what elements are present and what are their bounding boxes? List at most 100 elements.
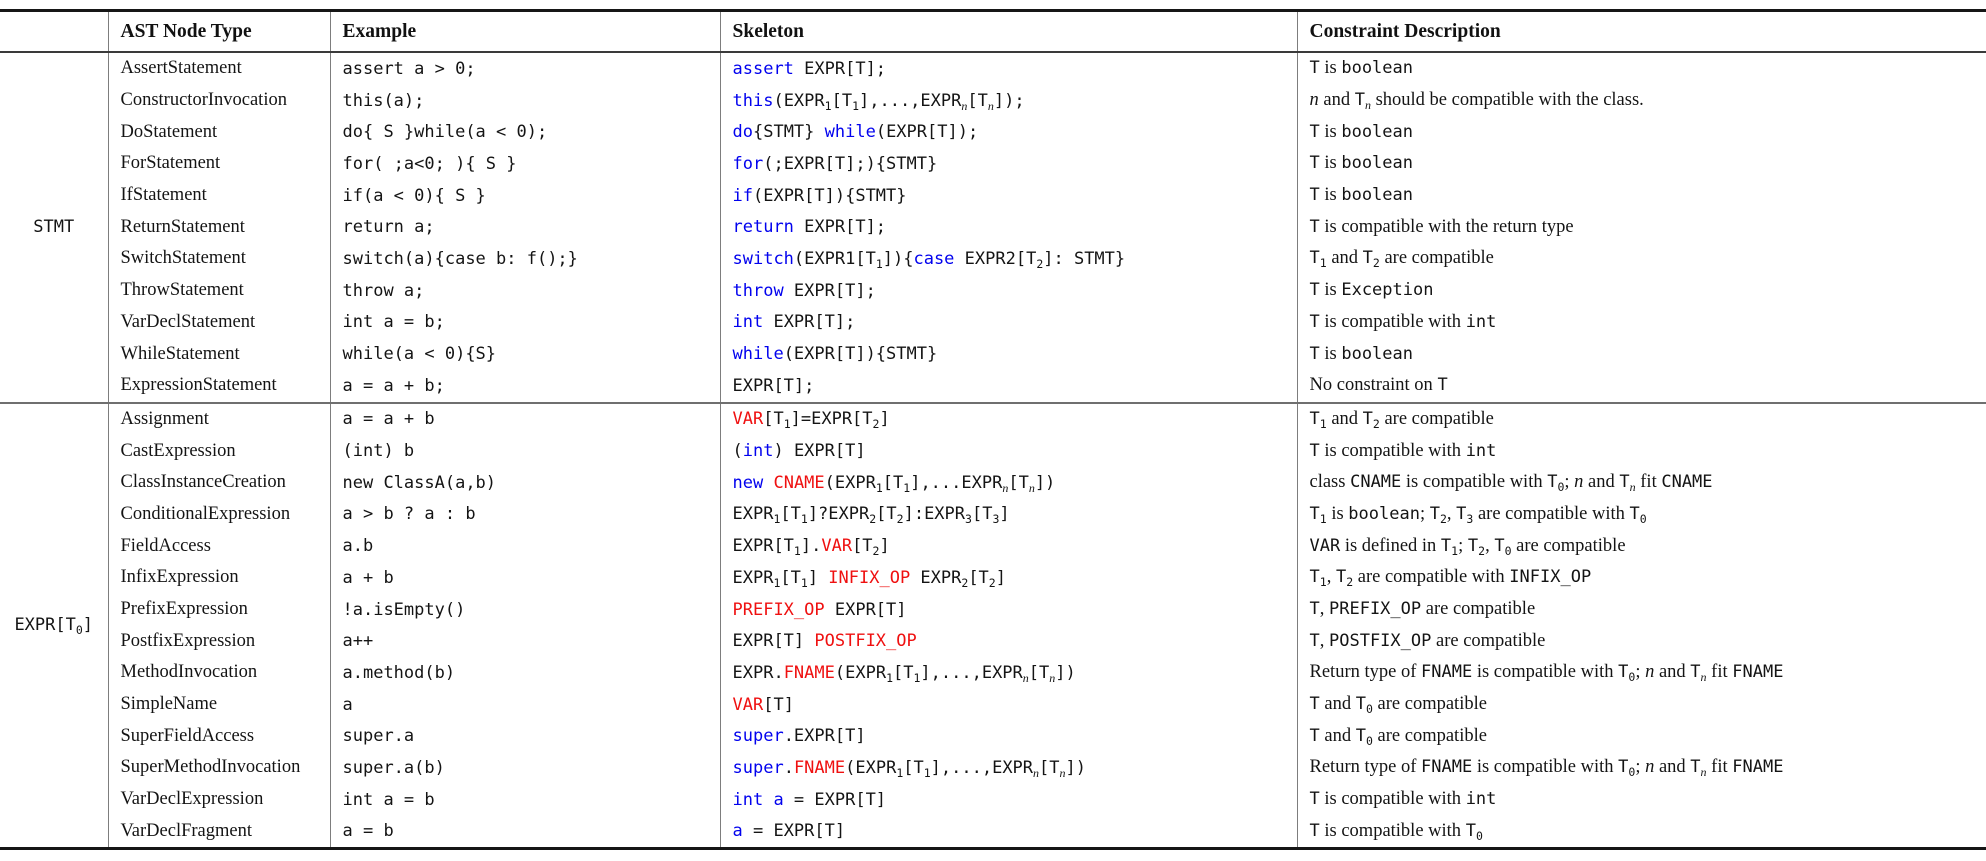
example-cell: int a = b; <box>329 306 720 339</box>
header-constraint-description: Constraint Description <box>1296 10 1986 53</box>
skeleton-cell: int a = EXPR[T] <box>719 783 1297 816</box>
ast-node-type-cell: ClassInstanceCreation <box>107 466 330 499</box>
skeleton-cell: (int) EXPR[T] <box>719 435 1297 467</box>
example-cell: assert a > 0; <box>329 52 720 85</box>
skeleton-cell: EXPR[T] POSTFIX_OP <box>719 625 1297 658</box>
group-label: EXPR[T0] <box>14 615 94 638</box>
ast-node-type-cell: ConstructorInvocation <box>107 84 330 117</box>
example-cell: this(a); <box>329 84 720 117</box>
skeleton-cell: do{STMT} while(EXPR[T]); <box>719 116 1297 149</box>
ast-node-type-cell: VarDeclStatement <box>107 306 330 339</box>
ast-node-type-cell: AssertStatement <box>107 52 330 85</box>
ast-node-type-cell: InfixExpression <box>107 562 330 594</box>
table-row: InfixExpression a + b EXPR1[T1] INFIX_OP E… <box>0 562 1986 594</box>
table-row: VarDeclStatement int a = b; int EXPR[T]; T … <box>0 306 1986 339</box>
header-ast-node-type: AST Node Type <box>107 10 330 53</box>
header-example: Example <box>329 10 720 53</box>
header-skeleton: Skeleton <box>719 10 1297 53</box>
example-cell: switch(a){case b: f();} <box>329 243 720 275</box>
ast-node-type-cell: Assignment <box>107 402 330 436</box>
skeleton-cell: EXPR[T1].VAR[T2] <box>719 530 1297 562</box>
table-row: ConstructorInvocation this(a); this(EXPR1[… <box>0 84 1986 117</box>
skeleton-cell: this(EXPR1[T1],...,EXPRn[Tn]); <box>719 84 1297 117</box>
ast-node-type-cell: PostfixExpression <box>107 625 330 658</box>
skeleton-cell: super.EXPR[T] <box>719 720 1297 753</box>
constraint-cell: n and Tn should be compatible with the c… <box>1296 84 1986 117</box>
example-cell: if(a < 0){ S } <box>329 179 720 212</box>
constraint-cell: class CNAME is compatible with T0; n and… <box>1296 466 1986 499</box>
ast-node-type-cell: WhileStatement <box>107 338 330 370</box>
skeleton-cell: return EXPR[T]; <box>719 211 1297 244</box>
constraint-cell: T1 is boolean; T2, T3 are compatible wit… <box>1296 498 1986 531</box>
example-cell: super.a <box>329 720 720 753</box>
table-row: PostfixExpression a++ EXPR[T] POSTFIX_OP T,… <box>0 625 1986 658</box>
constraint-cell: T is compatible with int <box>1296 783 1986 816</box>
table-row: CastExpression (int) b (int) EXPR[T] T is c… <box>0 435 1986 467</box>
constraint-cell: T is boolean <box>1296 338 1986 370</box>
example-cell: return a; <box>329 211 720 244</box>
constraint-cell: T1, T2 are compatible with INFIX_OP <box>1296 562 1986 594</box>
ast-node-type-cell: PrefixExpression <box>107 593 330 626</box>
ast-node-type-cell: VarDeclFragment <box>107 815 330 849</box>
skeleton-cell: a = EXPR[T] <box>719 815 1297 849</box>
example-cell: (int) b <box>329 435 720 467</box>
constraint-cell: VAR is defined in T1; T2, T0 are compati… <box>1296 530 1986 562</box>
ast-node-type-cell: SwitchStatement <box>107 243 330 275</box>
table-row: SuperFieldAccess super.a super.EXPR[T] T an… <box>0 720 1986 753</box>
skeleton-cell: VAR[T1]=EXPR[T2] <box>719 402 1297 436</box>
ast-node-type-cell: SimpleName <box>107 688 330 721</box>
constraint-cell: T, PREFIX_OP are compatible <box>1296 593 1986 626</box>
table-row: FieldAccess a.b EXPR[T1].VAR[T2] VAR is def… <box>0 530 1986 562</box>
ast-node-type-cell: ThrowStatement <box>107 274 330 307</box>
ast-node-type-cell: MethodInvocation <box>107 657 330 689</box>
skeleton-cell: EXPR.FNAME(EXPR1[T1],...,EXPRn[Tn]) <box>719 657 1297 689</box>
table-row: VarDeclExpression int a = b int a = EXPR[T… <box>0 783 1986 816</box>
example-cell: do{ S }while(a < 0); <box>329 116 720 149</box>
example-cell: a = a + b; <box>329 369 720 403</box>
skeleton-cell: EXPR1[T1] INFIX_OP EXPR2[T2] <box>719 562 1297 594</box>
skeleton-cell: new CNAME(EXPR1[T1],...EXPRn[Tn]) <box>719 466 1297 499</box>
constraint-cell: No constraint on T <box>1296 369 1986 403</box>
constraint-cell: T is compatible with the return type <box>1296 211 1986 244</box>
ast-node-type-cell: ReturnStatement <box>107 211 330 244</box>
table-header-row: AST Node Type Example Skeleton Constrain… <box>0 10 1986 53</box>
skeleton-cell: assert EXPR[T]; <box>719 52 1297 85</box>
table-row: ConditionalExpression a > b ? a : b EXPR1[… <box>0 498 1986 531</box>
example-cell: throw a; <box>329 274 720 307</box>
table-row: ForStatement for( ;a<0; ){ S } for(;EXPR[T… <box>0 148 1986 180</box>
constraint-cell: T is boolean <box>1296 52 1986 85</box>
constraint-cell: T is boolean <box>1296 148 1986 180</box>
table-row: MethodInvocation a.method(b) EXPR.FNAME(EX… <box>0 657 1986 689</box>
example-cell: a++ <box>329 625 720 658</box>
example-cell: a.method(b) <box>329 657 720 689</box>
example-cell: while(a < 0){S} <box>329 338 720 370</box>
table-row: STMT AssertStatement assert a > 0; assert E… <box>0 52 1986 237</box>
ast-node-type-cell: CastExpression <box>107 435 330 467</box>
ast-node-type-cell: ForStatement <box>107 148 330 180</box>
skeleton-cell: VAR[T] <box>719 688 1297 721</box>
ast-node-type-cell: SuperFieldAccess <box>107 720 330 753</box>
example-cell: for( ;a<0; ){ S } <box>329 148 720 180</box>
constraint-cell: T is compatible with T0 <box>1296 815 1986 849</box>
header-group-column <box>0 10 108 53</box>
example-cell: new ClassA(a,b) <box>329 466 720 499</box>
table-row: DoStatement do{ S }while(a < 0); do{STMT} … <box>0 116 1986 149</box>
skeleton-cell: throw EXPR[T]; <box>719 274 1297 307</box>
constraint-cell: T is boolean <box>1296 116 1986 149</box>
group-label: STMT <box>33 217 75 238</box>
skeleton-cell: while(EXPR[T]){STMT} <box>719 338 1297 370</box>
constraint-cell: T, POSTFIX_OP are compatible <box>1296 625 1986 658</box>
ast-skeleton-table: AST Node Type Example Skeleton Constrain… <box>0 9 1986 851</box>
example-cell: a + b <box>329 562 720 594</box>
table-row: SimpleName a VAR[T] T and T0 are compatible <box>0 688 1986 721</box>
skeleton-cell: int EXPR[T]; <box>719 306 1297 339</box>
table-group-stmt: STMT AssertStatement assert a > 0; assert E… <box>0 52 1986 403</box>
ast-node-type-cell: IfStatement <box>107 179 330 212</box>
example-cell: a <box>329 688 720 721</box>
example-cell: a > b ? a : b <box>329 498 720 531</box>
skeleton-cell: EXPR1[T1]?EXPR2[T2]:EXPR3[T3] <box>719 498 1297 531</box>
skeleton-cell: if(EXPR[T]){STMT} <box>719 179 1297 212</box>
ast-node-type-cell: FieldAccess <box>107 530 330 562</box>
ast-node-type-cell: ExpressionStatement <box>107 369 330 403</box>
